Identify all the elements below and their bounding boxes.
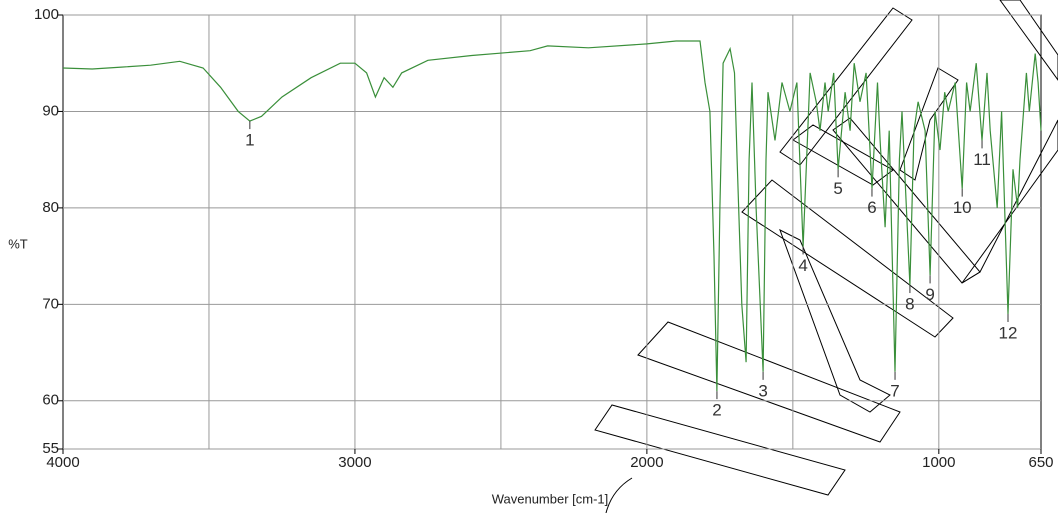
x-tick-label: 2000 [630, 454, 663, 471]
x-tick-label: 3000 [338, 454, 371, 471]
y-tick-label: 80 [42, 199, 59, 216]
watermark-shape [637, 321, 901, 443]
y-tick-label: 90 [42, 102, 59, 119]
watermark-shape [779, 7, 913, 166]
y-tick-label: 70 [42, 295, 59, 312]
spectrum-line [62, 40, 1042, 392]
x-tick-label: 4000 [46, 454, 79, 471]
x-tick-label: 650 [1028, 454, 1053, 471]
peak-label: 1 [245, 131, 254, 150]
x-tick-label: 1000 [922, 454, 955, 471]
watermark [594, 0, 1058, 513]
peak-label: 9 [925, 285, 934, 304]
peak-label: 12 [999, 323, 1018, 342]
peak-label: 11 [973, 150, 991, 169]
peak-label: 6 [867, 198, 876, 217]
y-tick-label: 60 [42, 392, 59, 409]
watermark-shape [594, 404, 846, 496]
watermark-shape [999, 0, 1058, 81]
watermark-shape [961, 119, 1058, 284]
y-tick-label: 100 [34, 6, 59, 23]
peak-label: 8 [905, 295, 914, 314]
watermark-shape [779, 228, 891, 413]
watermark-shape [899, 67, 959, 181]
peak-label: 2 [712, 401, 721, 420]
peak-label: 3 [758, 381, 767, 400]
watermark-shape [605, 477, 633, 513]
watermark-shape [792, 124, 894, 186]
y-axis-label: %T [8, 236, 28, 251]
peak-label: 7 [890, 381, 899, 400]
y-tick-label: 55 [42, 440, 59, 457]
x-axis-label: Wavenumber [cm-1] [492, 491, 609, 506]
peak-label: 4 [798, 256, 807, 275]
peak-label: 5 [833, 179, 842, 198]
watermark-shape [741, 179, 954, 338]
peak-label: 10 [953, 198, 972, 217]
